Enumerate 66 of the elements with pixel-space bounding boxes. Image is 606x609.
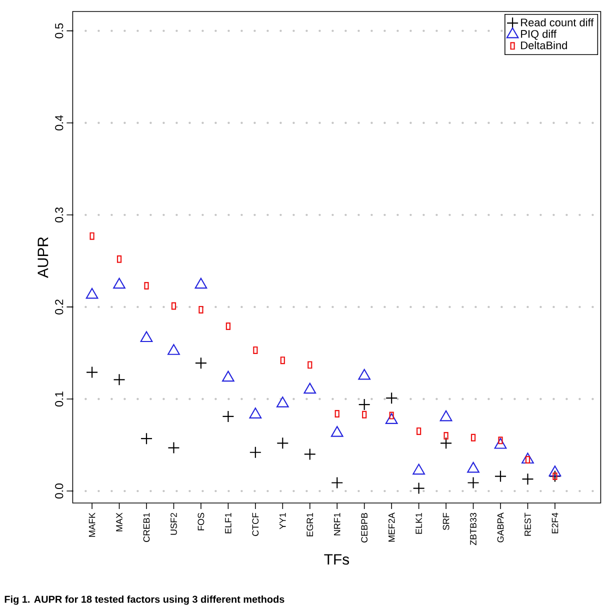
- point: [86, 366, 98, 378]
- point: [330, 426, 344, 437]
- point: [168, 344, 180, 355]
- x-tick-label: NRF1: [334, 512, 340, 536]
- y-tick-label: 0.5: [55, 23, 64, 38]
- point: [412, 482, 425, 494]
- point: [440, 437, 452, 450]
- x-tick-label: CEBPB: [361, 512, 368, 542]
- x-tick-label: MAX: [116, 512, 122, 532]
- point: [331, 476, 344, 489]
- point: [249, 446, 262, 458]
- caption: Fig 1. AUPR for 18 tested factors using 3 different methods: [4, 595, 284, 605]
- point: [113, 374, 126, 386]
- x-axis-title: TFs: [324, 554, 350, 565]
- point: [194, 357, 208, 370]
- x-tick-label: ELF1: [225, 512, 232, 534]
- point: [467, 462, 480, 473]
- point: [548, 470, 562, 482]
- point: [276, 396, 289, 408]
- x-tick-label: ZBTB33: [470, 512, 476, 546]
- point: [412, 464, 425, 475]
- y-tick-label: 0.1: [55, 392, 64, 407]
- point: [276, 437, 289, 450]
- point: [494, 438, 507, 449]
- legend-label: Read count diff: [521, 18, 594, 26]
- x-tick-label: CTCF: [252, 512, 259, 536]
- x-tick-label: YY1: [280, 512, 286, 530]
- point: [522, 473, 534, 486]
- x-tick-label: USF2: [170, 512, 177, 535]
- x-tick-label: E2F4: [552, 512, 558, 534]
- x-tick-label: MAFK: [88, 512, 96, 537]
- x-tick-label: MEF2A: [388, 512, 395, 542]
- point: [140, 331, 153, 342]
- point: [222, 370, 234, 382]
- point: [222, 410, 234, 423]
- point: [86, 288, 98, 299]
- x-tick-label: CREB1: [143, 512, 150, 542]
- point: [494, 470, 507, 482]
- point: [168, 442, 180, 454]
- point: [358, 398, 370, 411]
- point: [467, 476, 480, 489]
- y-tick-label: 0.2: [55, 300, 64, 314]
- point: [304, 382, 316, 394]
- x-tick-label: GABPA: [497, 512, 504, 542]
- point: [304, 448, 316, 460]
- legend-label: PIQ diff: [521, 30, 557, 40]
- point: [386, 392, 398, 404]
- point: [140, 432, 153, 445]
- point: [113, 278, 126, 289]
- x-tick-label: REST: [524, 512, 531, 536]
- x-tick-label: ELK1: [416, 512, 422, 534]
- point: [385, 413, 398, 424]
- y-tick-label: 0.0: [55, 484, 64, 499]
- point: [358, 368, 371, 380]
- point: [194, 278, 208, 289]
- y-axis-title: AUPR: [38, 237, 48, 278]
- y-tick-label: 0.4: [55, 115, 64, 130]
- point: [440, 410, 452, 422]
- x-tick-label: EGR1: [306, 512, 314, 536]
- point: [548, 466, 562, 476]
- point: [249, 408, 262, 418]
- legend-label: DeltaBind: [521, 41, 567, 50]
- x-tick-label: SRF: [442, 512, 450, 530]
- y-tick-label: 0.3: [55, 207, 64, 222]
- point: [522, 452, 534, 464]
- x-tick-label: FOS: [198, 512, 204, 530]
